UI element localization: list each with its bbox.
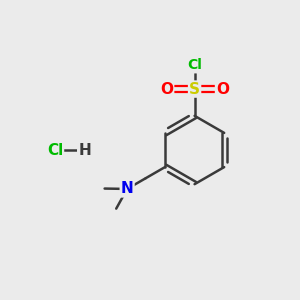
Text: Cl: Cl <box>187 58 202 72</box>
Text: H: H <box>78 142 91 158</box>
Text: O: O <box>160 82 173 97</box>
Text: O: O <box>216 82 229 97</box>
Text: S: S <box>189 82 200 97</box>
Text: N: N <box>121 182 134 196</box>
Text: Cl: Cl <box>47 142 63 158</box>
